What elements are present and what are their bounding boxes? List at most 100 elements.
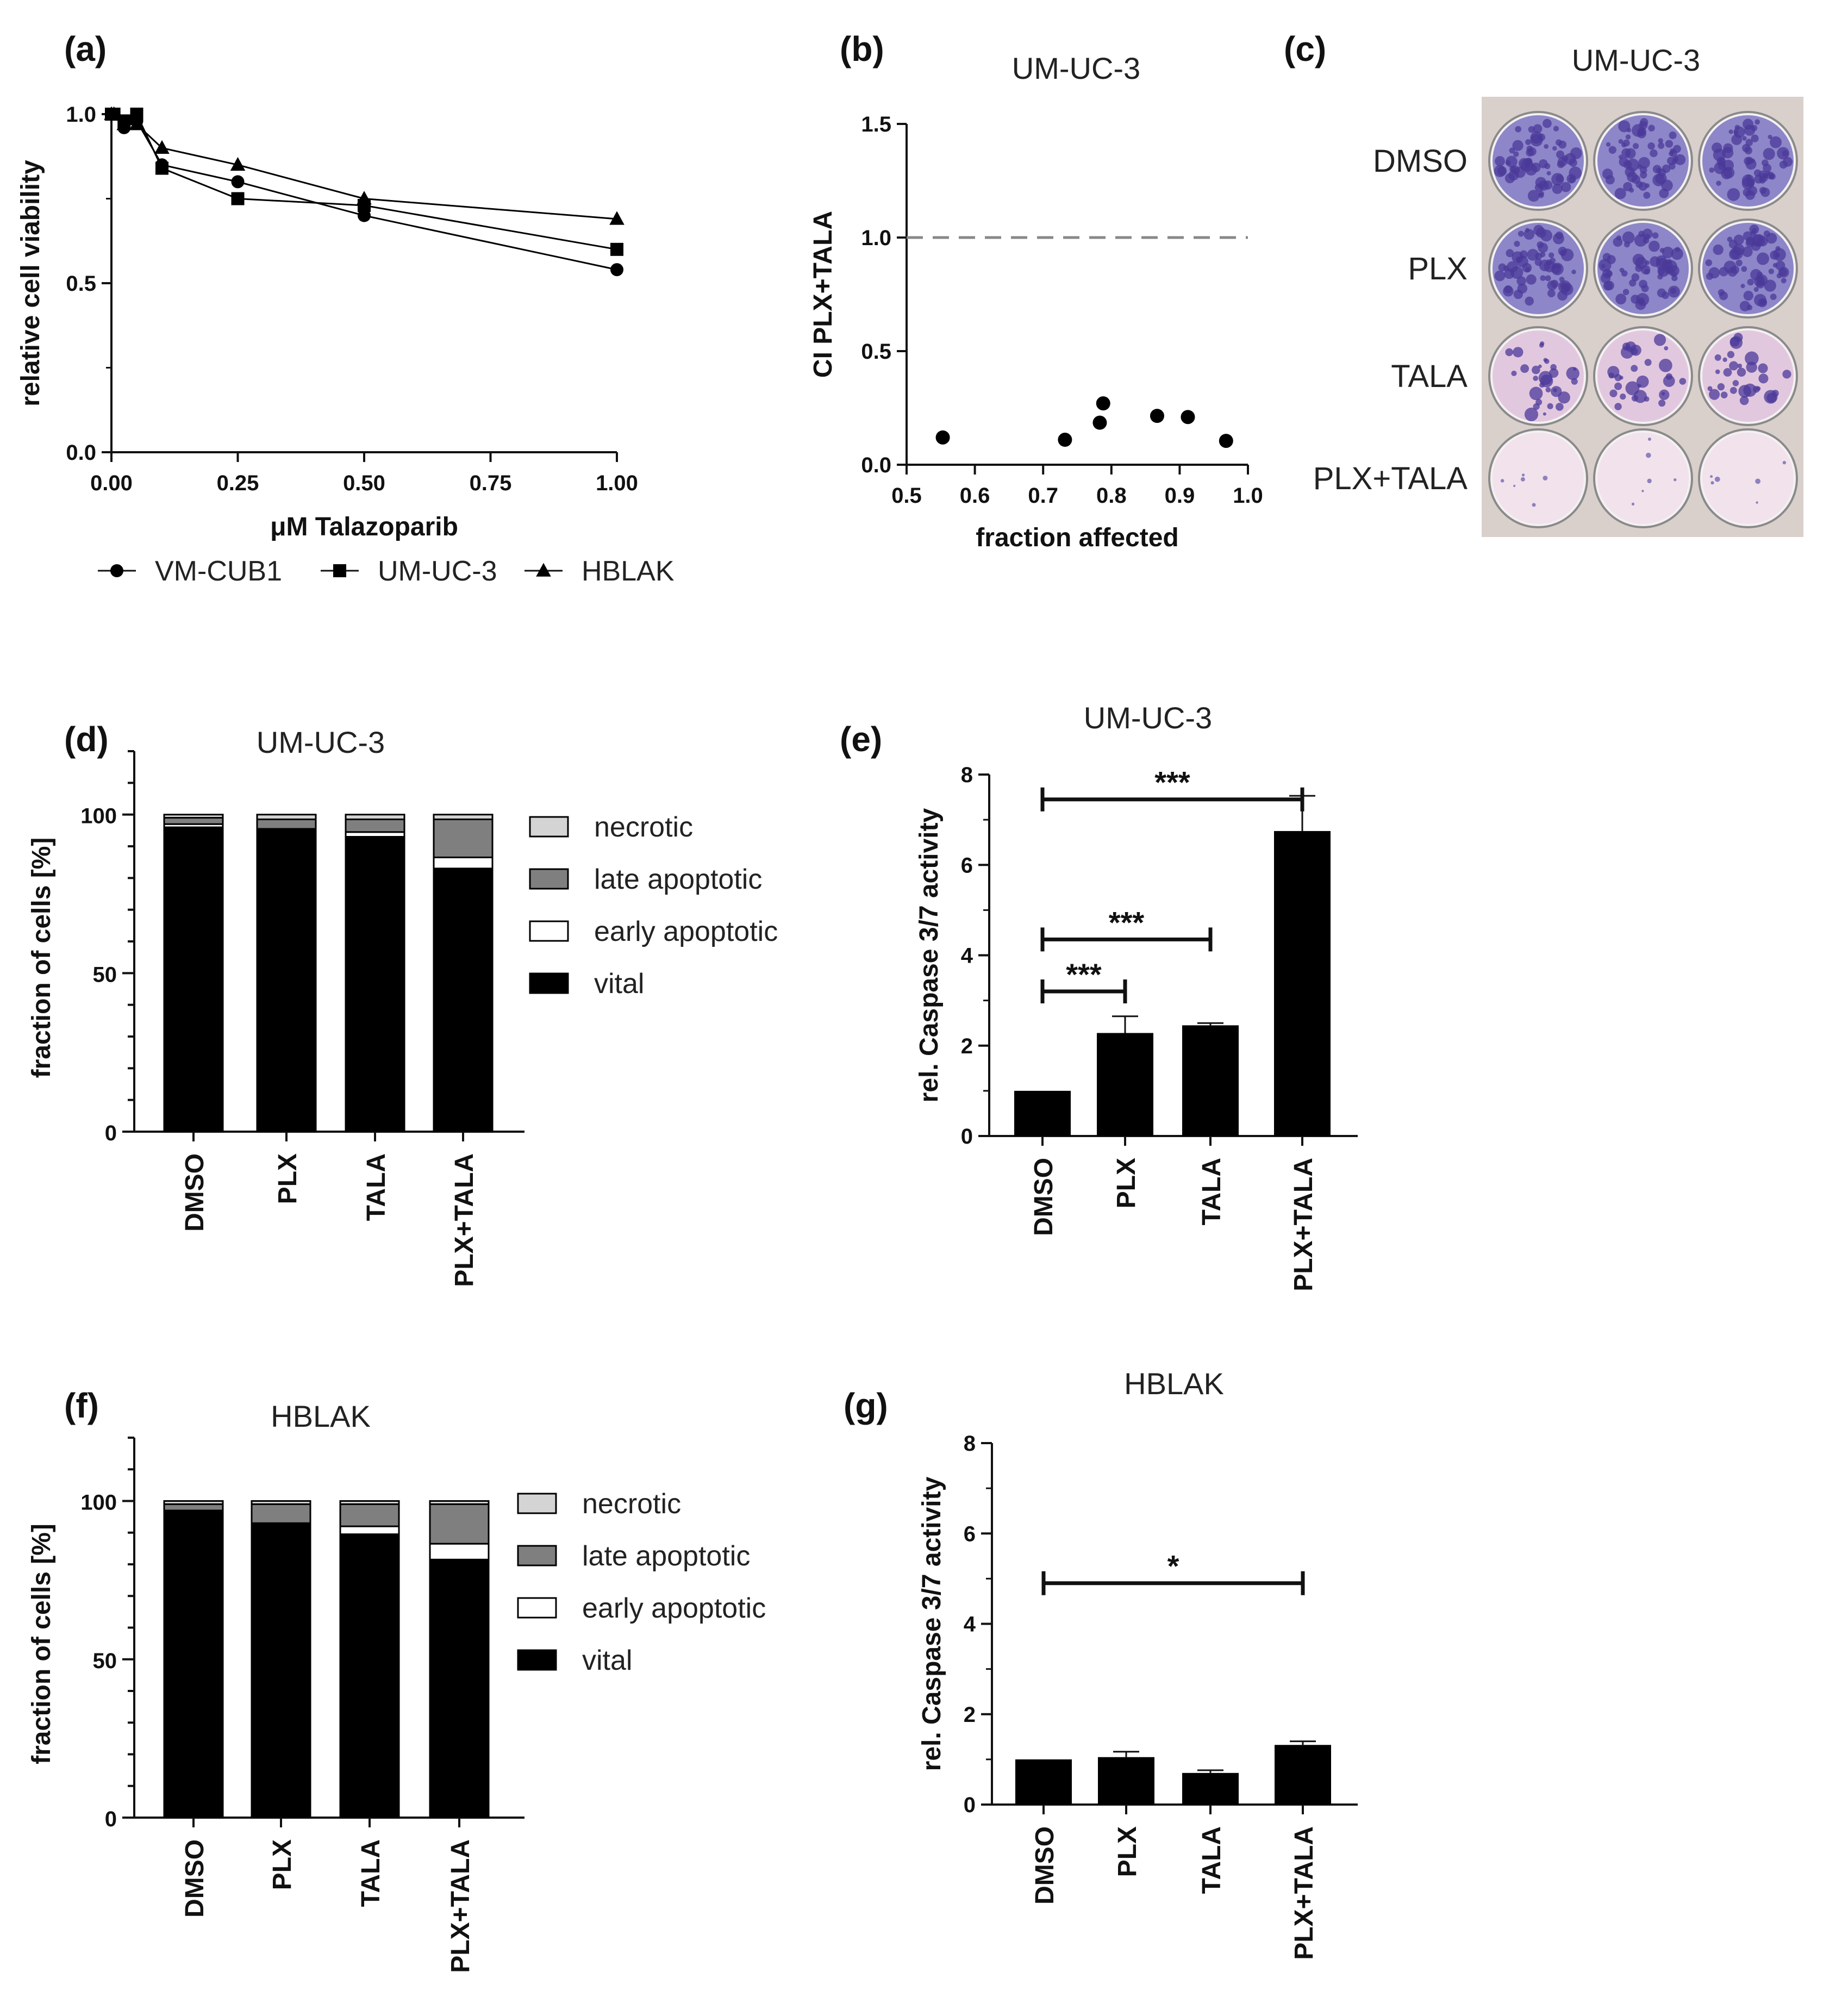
- colony: [1746, 361, 1757, 373]
- colony: [1549, 368, 1559, 378]
- bar-segment-late-apoptotic-plx-tala: [429, 1503, 490, 1545]
- y-tick-label: 0.0: [861, 453, 891, 477]
- point-vm-cub1: [358, 209, 371, 222]
- colony: [1657, 273, 1663, 280]
- y-axis-title: fraction of cells [%]: [27, 1524, 56, 1764]
- colony: [1709, 167, 1715, 173]
- x-tick-label: 0.50: [343, 471, 385, 495]
- colony: [1744, 146, 1753, 155]
- bar-segment-necrotic-plx: [256, 814, 317, 820]
- colony: [1715, 369, 1720, 375]
- colony: [1525, 296, 1534, 306]
- colony: [1552, 146, 1557, 151]
- colony: [1531, 163, 1541, 172]
- colony: [1532, 503, 1536, 507]
- chart-title: UM-UC-3: [1084, 701, 1212, 735]
- colony: [1556, 174, 1564, 183]
- y-tick-label: 6: [964, 1522, 976, 1546]
- colony: [1514, 241, 1520, 247]
- point-um-uc-3: [610, 242, 623, 256]
- colony: [1658, 400, 1666, 407]
- legend-swatch-late-apoptotic: [529, 868, 569, 890]
- colony: [1718, 162, 1726, 170]
- colony: [1746, 174, 1752, 180]
- bar-segment-late-apoptotic-dmso: [163, 817, 224, 825]
- colony: [1505, 348, 1513, 357]
- colony: [1641, 490, 1644, 492]
- colony: [1625, 381, 1640, 396]
- colony: [1770, 136, 1782, 148]
- y-tick-label: 6: [961, 853, 973, 877]
- plate-row-label-plx: PLX: [1408, 251, 1468, 286]
- colony: [1648, 124, 1655, 132]
- x-tick-label: PLX: [1112, 1158, 1141, 1208]
- colony: [1759, 186, 1766, 194]
- colony: [1659, 188, 1669, 198]
- colony: [1729, 336, 1740, 347]
- colony: [1665, 140, 1674, 148]
- colony: [1733, 126, 1745, 138]
- colony: [1631, 273, 1640, 282]
- colony: [1644, 269, 1650, 275]
- colony: [1600, 273, 1611, 284]
- colony: [1547, 403, 1553, 409]
- colony: [1782, 460, 1787, 465]
- colony: [1516, 255, 1528, 267]
- colony: [1540, 341, 1545, 346]
- colony: [1735, 259, 1743, 266]
- bar-segment-late-apoptotic-plx: [251, 1503, 311, 1524]
- point-vm-cub1: [610, 263, 623, 277]
- colony: [1643, 191, 1651, 199]
- colony: [1543, 118, 1552, 128]
- colony: [1757, 252, 1769, 265]
- colony: [1614, 403, 1622, 410]
- legend-label-late-apoptotic: late apoptotic: [594, 864, 762, 895]
- colony: [1537, 241, 1544, 248]
- colony: [1525, 267, 1531, 273]
- colony: [1635, 257, 1647, 269]
- colony: [1535, 177, 1547, 189]
- y-tick-label: 0.5: [861, 340, 891, 364]
- colony: [1752, 228, 1757, 233]
- colony: [1533, 376, 1539, 381]
- colony: [1768, 134, 1772, 140]
- colony: [1770, 294, 1777, 300]
- colony: [1754, 174, 1763, 184]
- colony: [1622, 139, 1630, 147]
- colony: [1601, 264, 1606, 269]
- bar-tala: [1182, 1025, 1239, 1136]
- colony: [1621, 148, 1631, 158]
- x-tick-label: TALA: [1197, 1158, 1226, 1225]
- colony: [1710, 481, 1714, 485]
- colony: [1538, 192, 1544, 198]
- colony: [1743, 118, 1754, 130]
- colony: [1742, 136, 1747, 141]
- plate-row-label-tala: TALA: [1391, 359, 1468, 394]
- plate-row-label-plx-tala: PLX+TALA: [1313, 461, 1468, 496]
- y-tick-label: 4: [964, 1613, 976, 1637]
- colony: [1560, 283, 1573, 296]
- x-tick-label: DMSO: [1031, 1826, 1059, 1905]
- legend-label-vital: vital: [594, 968, 644, 1000]
- colony: [1536, 227, 1547, 238]
- colony: [1632, 143, 1639, 149]
- x-tick-label: TALA: [357, 1839, 385, 1907]
- scatter-point: [1150, 409, 1164, 423]
- scatter-point: [1181, 410, 1195, 425]
- colony: [1679, 378, 1687, 385]
- plate-title: UM-UC-3: [1572, 43, 1700, 77]
- x-tick-label: PLX+TALA: [1289, 1158, 1318, 1291]
- bar-segment-necrotic-dmso: [163, 814, 224, 819]
- colony: [1605, 175, 1615, 185]
- colony: [1622, 289, 1629, 296]
- colony: [1620, 346, 1634, 359]
- bar-segment-early-apoptotic-plx-tala: [429, 1543, 490, 1561]
- colony: [1766, 392, 1777, 403]
- point-hblak: [609, 211, 625, 225]
- x-tick-label: 0.6: [960, 484, 990, 508]
- colony: [1737, 367, 1746, 377]
- y-axis-title: relative cell viability: [16, 160, 45, 407]
- colony: [1741, 177, 1754, 190]
- colony: [1645, 260, 1650, 265]
- colony: [1513, 151, 1519, 157]
